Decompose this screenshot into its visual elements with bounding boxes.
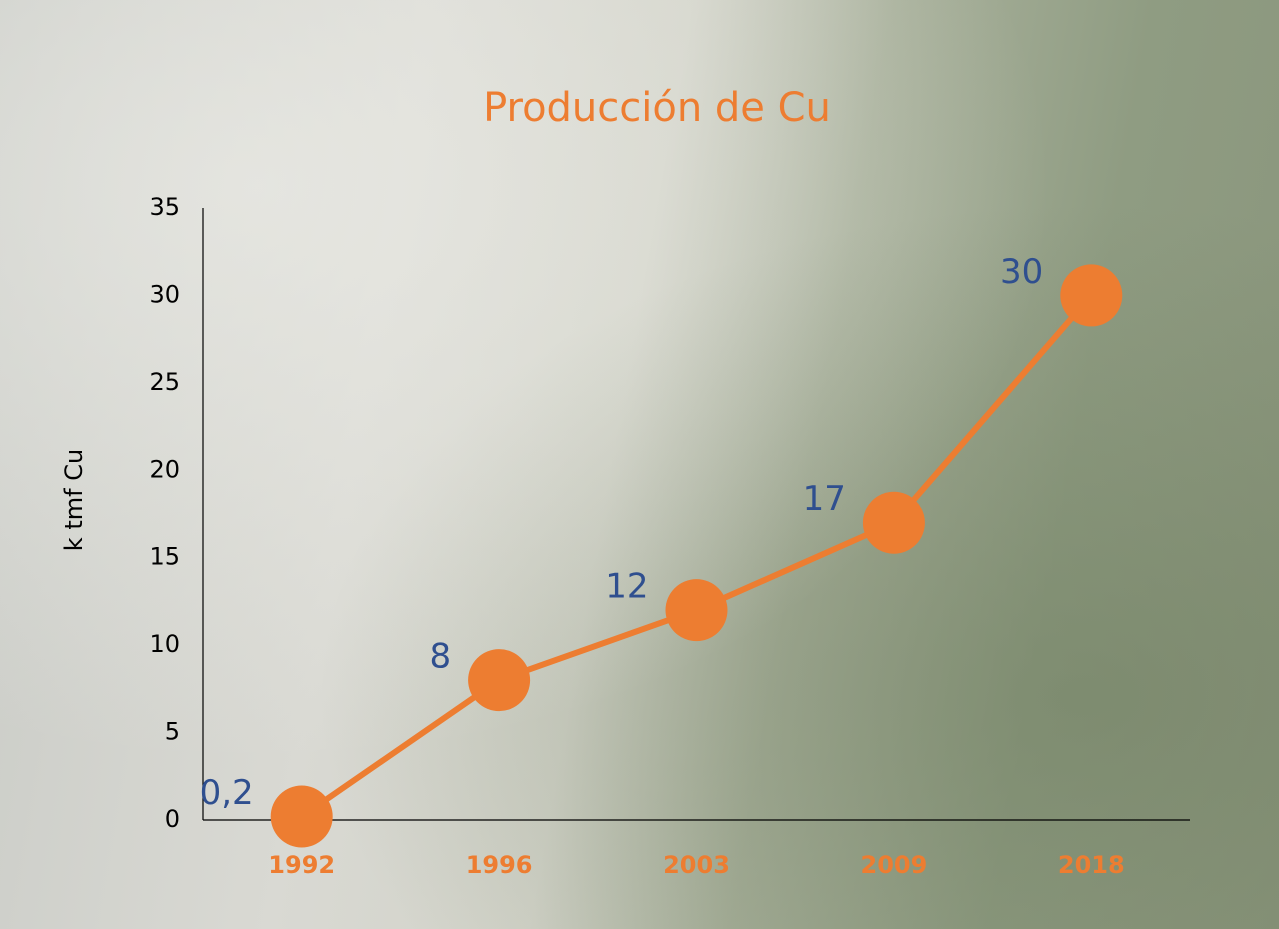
x-tick-label: 1996: [466, 851, 533, 879]
y-tick-label: 10: [149, 630, 180, 658]
x-tick-label: 2003: [663, 851, 730, 879]
data-point: [862, 491, 925, 554]
y-tick-label: 30: [149, 280, 180, 308]
x-tick-label: 2009: [861, 851, 928, 879]
x-tick-label: 1992: [268, 851, 335, 879]
y-tick-label: 25: [149, 368, 180, 396]
y-tick-label: 0: [165, 805, 180, 833]
data-label: 30: [1000, 252, 1043, 292]
y-tick-label: 35: [149, 193, 180, 221]
data-point: [665, 579, 728, 642]
chart-title: Producción de Cu: [483, 85, 831, 131]
y-axis-label: k tmf Cu: [60, 449, 88, 551]
data-point: [468, 649, 531, 712]
x-tick-label: 2018: [1058, 851, 1125, 879]
data-line: [299, 293, 1094, 819]
y-tick-label: 15: [149, 543, 180, 571]
data-point: [270, 785, 333, 848]
data-point: [1060, 264, 1123, 327]
data-label: 12: [605, 567, 648, 607]
y-tick-label: 20: [149, 455, 180, 483]
data-label: 8: [429, 637, 451, 677]
data-label: 17: [803, 479, 846, 519]
y-tick-label: 5: [165, 718, 180, 746]
data-label: 0,2: [200, 773, 254, 813]
